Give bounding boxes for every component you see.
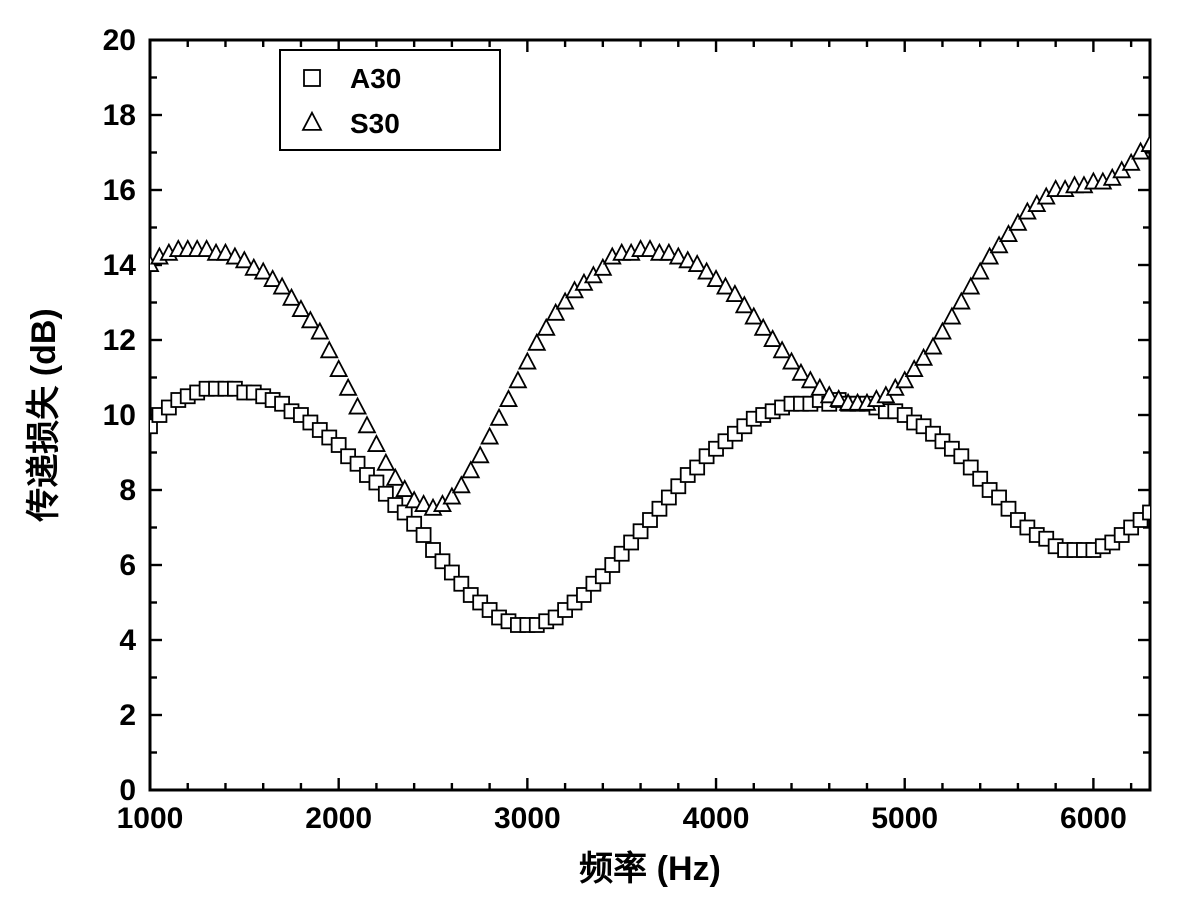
- y-tick-label: 20: [103, 24, 136, 57]
- x-tick-label: 2000: [305, 802, 372, 835]
- legend-label-A30: A30: [350, 63, 401, 94]
- transmission-loss-chart: 1000200030004000500060000246810121416182…: [0, 0, 1189, 919]
- y-tick-label: 0: [119, 774, 136, 807]
- y-tick-label: 10: [103, 399, 136, 432]
- legend-label-S30: S30: [350, 108, 400, 139]
- x-axis-title: 频率 (Hz): [579, 850, 721, 888]
- y-tick-label: 6: [119, 549, 136, 582]
- y-tick-label: 16: [103, 174, 136, 207]
- legend: A30S30: [280, 50, 500, 150]
- x-tick-label: 6000: [1060, 802, 1127, 835]
- y-axis-title: 传递损失 (dB): [25, 308, 63, 522]
- x-tick-label: 4000: [683, 802, 750, 835]
- y-tick-label: 4: [119, 624, 136, 657]
- y-tick-label: 18: [103, 99, 136, 132]
- y-tick-label: 2: [119, 699, 136, 732]
- x-tick-label: 3000: [494, 802, 561, 835]
- y-tick-label: 12: [103, 324, 136, 357]
- y-tick-label: 14: [103, 249, 137, 282]
- x-tick-label: 5000: [871, 802, 938, 835]
- y-tick-label: 8: [119, 474, 136, 507]
